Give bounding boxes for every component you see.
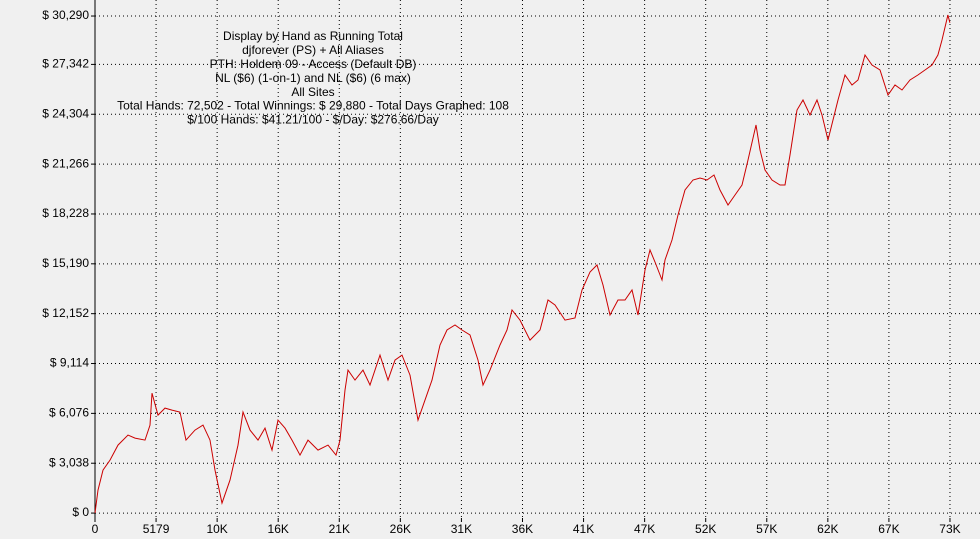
x-tick-label: 47K [634,522,655,536]
y-tick-label: $ 6,076 [49,406,89,420]
title-line: djforever (PS) + All Aliases [242,43,384,57]
x-tick-label: 0 [92,522,99,536]
x-tick-label: 41K [573,522,594,536]
y-tick-label: $ 3,038 [49,455,89,469]
y-tick-label: $ 21,266 [42,156,89,170]
y-tick-label: $ 27,342 [42,57,89,71]
x-tick-label: 5179 [143,522,170,536]
title-line: All Sites [291,85,334,99]
x-tick-label: 21K [329,522,350,536]
x-tick-label: 26K [390,522,411,536]
x-tick-label: 62K [817,522,838,536]
y-tick-label: $ 30,290 [42,8,89,22]
running-total-line [94,14,951,514]
title-line: NL ($6) (1-on-1) and NL ($6) (6 max) [215,71,411,85]
x-tick-label: 73K [939,522,960,536]
x-tick-label: 10K [206,522,227,536]
title-line: Total Hands: 72,502 - Total Winnings: $ … [117,99,509,113]
x-tick-label: 36K [512,522,533,536]
y-tick-label: $ 9,114 [50,356,89,370]
y-tick-label: $ 12,152 [42,306,89,320]
y-tick-label: $ 18,228 [42,206,89,220]
title-line: PTH: Holdem 09 - Access (Default DB) [210,57,417,71]
y-tick-label: $ 15,190 [42,256,89,270]
x-tick-label: 31K [451,522,472,536]
x-tick-label: 16K [268,522,289,536]
title-line: $/100 Hands: $41.21/100 - $/Day: $276.66… [187,113,439,127]
title-line: Display by Hand as Running Total [223,29,403,43]
y-tick-label: $ 24,304 [42,106,89,120]
x-tick-label: 57K [756,522,777,536]
y-tick-label: $ 0 [72,505,89,519]
x-tick-label: 52K [695,522,716,536]
x-tick-label: 67K [878,522,899,536]
